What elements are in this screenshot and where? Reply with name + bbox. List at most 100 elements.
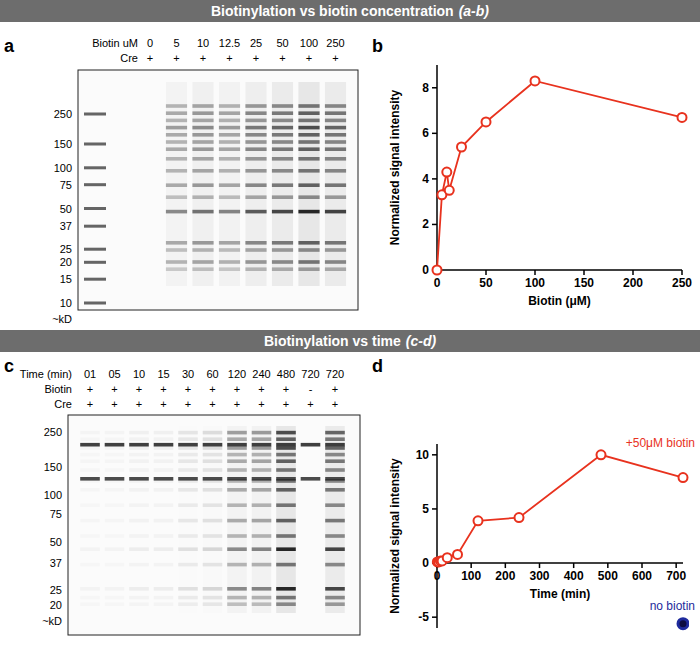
gel-band (178, 477, 198, 481)
gel-band (80, 431, 100, 435)
data-point (482, 117, 491, 126)
ladder-band (84, 142, 106, 145)
gel-band (252, 534, 272, 538)
mw-marker-label: 250 (44, 426, 62, 438)
header-bar (0, 0, 700, 22)
x-axis-label: Biotin (μM) (528, 294, 591, 308)
gel-lane-label: + (209, 398, 215, 410)
series-line (437, 81, 682, 270)
gel-band (227, 459, 247, 463)
gel-band (154, 596, 174, 600)
gel-lane-label: 25 (250, 37, 262, 49)
gel-band (272, 195, 293, 199)
gel-band (245, 133, 266, 137)
header-subtitle: (c-d) (406, 333, 437, 349)
ladder-band (84, 166, 106, 169)
gel-band (203, 547, 223, 551)
gel-row-label: Time (min) (20, 368, 72, 380)
x-tick (539, 563, 541, 568)
ladder-band (84, 113, 106, 116)
gel-lane-label: + (332, 398, 338, 410)
gel-band (272, 119, 293, 123)
gel-band (192, 248, 213, 252)
gel-band (154, 443, 174, 447)
gel-band (219, 133, 240, 137)
gel-band (298, 241, 319, 245)
x-tick (470, 563, 472, 568)
gel-band (80, 477, 100, 481)
gel-band (276, 534, 296, 538)
gel-band (325, 241, 346, 245)
gel-band (298, 147, 319, 151)
gel-band (105, 503, 125, 507)
gel-band (80, 587, 100, 591)
gel-band (166, 140, 187, 144)
gel-lane-label: 480 (277, 368, 295, 380)
gel-band (192, 241, 213, 245)
gel-band (129, 534, 149, 538)
gel-band (129, 443, 149, 447)
gel-band (245, 111, 266, 115)
gel-band (129, 602, 149, 606)
gel-band (166, 183, 187, 187)
gel-band (325, 140, 346, 144)
gel-band (203, 477, 223, 481)
gel-band (276, 459, 296, 463)
gel-band (154, 468, 174, 472)
header-subtitle: (a-b) (459, 3, 490, 19)
gel-band (203, 446, 223, 450)
data-point (474, 516, 483, 525)
gel-band (301, 477, 321, 481)
panel-letter: b (372, 36, 383, 56)
gel-lane-label: - (309, 383, 313, 395)
ladder-band (84, 248, 106, 251)
gel-lane-label: 720 (301, 368, 319, 380)
series-label: no biotin (650, 599, 695, 613)
gel-lane-label: 15 (157, 368, 169, 380)
x-tick (675, 563, 677, 568)
gel-band (325, 443, 345, 447)
x-tick (485, 270, 487, 275)
gel-lane-label: 05 (108, 368, 120, 380)
gel-row-label: Biotin (44, 383, 72, 395)
gel-band (166, 133, 187, 137)
gel-lane-label: + (87, 383, 93, 395)
gel-band (245, 147, 266, 151)
gel-band (325, 157, 346, 161)
gel-lane-label: 50 (276, 37, 288, 49)
gel-band (166, 111, 187, 115)
gel-band (192, 104, 213, 108)
header-title-text: Biotinylation vs biotin concentration (211, 3, 454, 19)
gel-band (276, 477, 296, 481)
gel-band (227, 477, 247, 481)
gel-band (105, 488, 125, 492)
line-chart: 05010015020025002468Biotin (μM)Normalize… (388, 65, 692, 308)
gel-row-label: Cre (120, 52, 138, 64)
gel-band (227, 563, 247, 567)
gel-band (129, 547, 149, 551)
gel-lane-label: + (200, 52, 206, 64)
gel-lane-label: 120 (228, 368, 246, 380)
gel-band (219, 210, 240, 214)
gel-band (325, 596, 345, 600)
gel-band (129, 503, 149, 507)
gel-band (80, 459, 100, 463)
x-tick (632, 270, 634, 275)
y-tick-label: 8 (422, 81, 429, 95)
x-tick-label: 250 (672, 276, 692, 290)
gel-lane-label: + (332, 52, 338, 64)
gel-smear (219, 82, 240, 286)
gel-band (272, 241, 293, 245)
gel-lane-label: + (258, 398, 264, 410)
gel-band (166, 260, 187, 264)
gel-band (105, 602, 125, 606)
gel-band (325, 267, 346, 271)
gel-band (252, 443, 272, 447)
gel-band (252, 468, 272, 472)
ladder-band (84, 261, 106, 264)
gel-band (219, 195, 240, 199)
gel-band (105, 477, 125, 481)
data-point (531, 76, 540, 85)
gel-band (178, 488, 198, 492)
gel-smear (245, 82, 266, 286)
